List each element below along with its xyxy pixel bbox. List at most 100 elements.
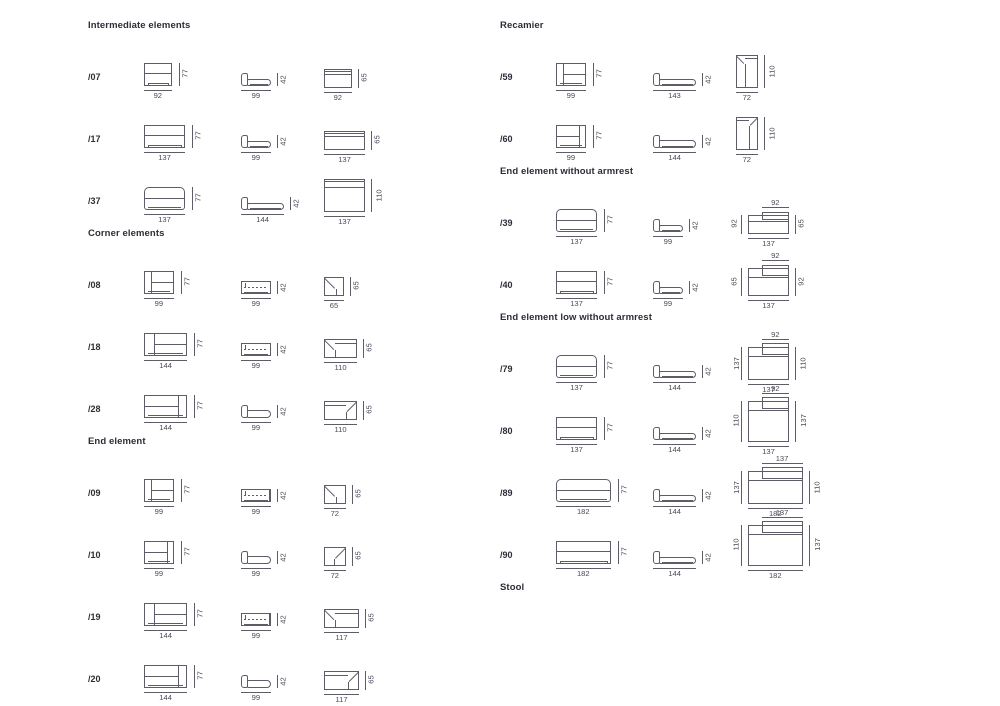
side-depth-dim: 99 <box>251 693 261 702</box>
side-height-dim: 42 <box>278 406 288 416</box>
top-depth-dim: 65 <box>359 73 369 82</box>
top-left-depth-dim: 65 <box>729 277 739 286</box>
front-height-dim: 77 <box>193 131 203 141</box>
front-height-dim: 77 <box>193 193 203 203</box>
front-height-dim: 77 <box>619 485 629 495</box>
front-width-dim: 137 <box>158 153 171 162</box>
side-view-figure <box>645 396 765 458</box>
top-depth-dim: 65 <box>353 489 363 498</box>
top-view-figure <box>728 458 878 520</box>
front-view-figure <box>548 188 668 250</box>
top-depth-dim: 65 <box>796 219 806 228</box>
dimension-row: /59 99 77 143 42 72 110 <box>500 42 920 104</box>
front-view-figure <box>136 374 256 436</box>
front-width-dim: 99 <box>154 507 164 516</box>
front-height-dim: 77 <box>605 277 615 287</box>
side-height-dim: 42 <box>278 282 288 292</box>
front-view-figure <box>548 458 668 520</box>
side-depth-dim: 99 <box>251 569 261 578</box>
dimension-row: /07 92 77 99 42 92 65 <box>88 42 508 104</box>
side-view-figure <box>645 520 765 582</box>
element-code-17: /17 <box>88 134 101 144</box>
top-inset-width-dim: 92 <box>771 383 780 393</box>
dimension-row: /79 137 77 144 42 137 110 92 137 <box>500 330 920 396</box>
top-inset-width-dim: 92 <box>771 330 780 339</box>
front-width-dim: 137 <box>570 299 583 308</box>
top-width-dim: 92 <box>333 93 343 102</box>
side-height-dim: 42 <box>278 614 288 624</box>
side-height-dim: 42 <box>703 74 713 84</box>
top-view-figure <box>316 520 466 582</box>
front-height-dim: 77 <box>594 69 604 79</box>
front-height-dim: 77 <box>182 277 192 287</box>
section-heading-end-element: End element <box>88 436 146 447</box>
front-width-dim: 144 <box>159 361 172 370</box>
dimension-row: /80 137 77 144 42 137 137 92 110 <box>500 384 920 458</box>
front-height-dim: 77 <box>605 215 615 225</box>
side-view-figure <box>645 42 765 104</box>
top-view-figure <box>316 250 466 312</box>
side-depth-dim: 99 <box>251 507 261 516</box>
side-height-dim: 42 <box>703 136 713 146</box>
front-width-dim: 182 <box>576 507 590 516</box>
element-code-39: /39 <box>500 218 513 228</box>
section-heading-corner-elements: Corner elements <box>88 228 165 239</box>
dimension-row: /18 144 77 99 42 110 65 <box>88 312 508 374</box>
side-view-figure <box>233 520 353 582</box>
front-height-dim: 77 <box>195 339 205 349</box>
dimension-row: /17 137 77 99 42 137 65 <box>88 104 508 166</box>
front-width-dim: 92 <box>153 91 163 100</box>
side-depth-dim: 144 <box>668 383 681 392</box>
top-depth-dim: 65 <box>366 675 376 684</box>
top-depth-dim: 65 <box>364 405 374 414</box>
section-heading-intermediate-elements: Intermediate elements <box>88 20 191 31</box>
top-width-dim: 137 <box>338 217 351 226</box>
top-depth-dim: 65 <box>364 343 374 352</box>
top-view-figure <box>316 104 466 166</box>
top-view-figure <box>316 644 466 706</box>
side-view-figure <box>645 458 765 520</box>
section-heading-stool: Stool <box>500 582 525 593</box>
side-depth-dim: 99 <box>663 237 673 246</box>
top-inset-width-dim: 92 <box>771 251 780 261</box>
top-view-figure <box>316 374 466 436</box>
top-width-dim: 65 <box>329 301 339 310</box>
front-height-dim: 77 <box>195 671 205 681</box>
side-height-dim: 42 <box>703 490 713 500</box>
dimension-row: /40 137 77 99 42 137 92 92 65 <box>500 250 920 312</box>
front-width-dim: 182 <box>576 569 590 578</box>
section-heading-end-element-without-armrest: End element without armrest <box>500 166 634 177</box>
front-view-figure <box>548 334 668 396</box>
front-width-dim: 99 <box>154 299 164 308</box>
top-width-dim: 72 <box>742 155 752 164</box>
side-height-dim: 42 <box>291 198 301 208</box>
section-heading-recamier: Recamier <box>500 20 544 31</box>
top-depth-dim: 110 <box>374 188 384 202</box>
dimension-row: /89 182 77 144 42 182 110 137 137 <box>500 454 920 520</box>
dimension-row: /90 182 77 144 42 182 137 137 110 <box>500 508 920 582</box>
top-width-dim: 182 <box>768 571 782 580</box>
side-height-dim: 42 <box>690 220 700 230</box>
element-code-10: /10 <box>88 550 101 560</box>
side-view-figure <box>645 334 765 396</box>
element-code-07: /07 <box>88 72 101 82</box>
side-view-figure <box>645 188 765 250</box>
front-view-figure <box>136 582 256 644</box>
element-code-20: /20 <box>88 674 101 684</box>
front-height-dim: 77 <box>180 69 190 79</box>
front-width-dim: 144 <box>159 423 172 432</box>
front-width-dim: 144 <box>159 693 172 702</box>
side-depth-dim: 99 <box>251 361 261 370</box>
element-code-79: /79 <box>500 364 513 374</box>
top-left-depth-dim: 110 <box>731 538 741 551</box>
dimension-row: /19 144 77 99 42 117 65 <box>88 582 508 644</box>
front-width-dim: 137 <box>570 383 583 392</box>
front-width-dim: 144 <box>159 631 172 640</box>
side-height-dim: 42 <box>703 552 713 562</box>
top-left-depth-dim: 137 <box>731 356 741 370</box>
top-width-dim: 117 <box>335 633 348 642</box>
top-left-depth-dim: 110 <box>731 414 741 427</box>
top-width-dim: 110 <box>334 425 347 434</box>
top-width-dim: 137 <box>762 447 775 456</box>
element-code-59: /59 <box>500 72 513 82</box>
